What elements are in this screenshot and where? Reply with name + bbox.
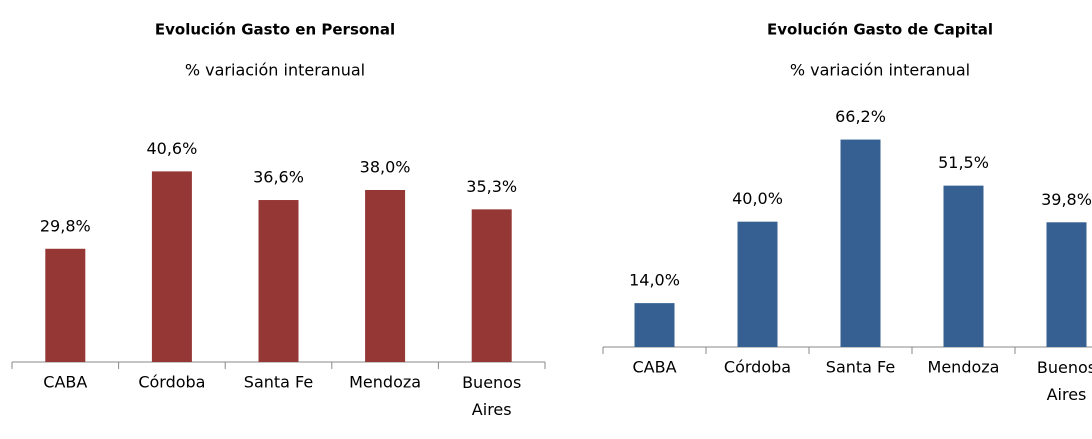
x-tick-label: Mendoza [928, 358, 1000, 377]
data-label: 40,6% [146, 139, 197, 158]
data-label: 66,2% [835, 107, 886, 126]
bar [471, 209, 512, 362]
x-tick-label: Córdoba [724, 358, 791, 377]
bar [840, 139, 881, 347]
data-label: 36,6% [253, 168, 304, 187]
bar [258, 200, 299, 362]
chart-title: Evolución Gasto en Personal [155, 21, 395, 39]
data-label: 14,0% [629, 271, 680, 290]
x-tick-label: CABA [632, 358, 676, 377]
x-tick-label: Santa Fe [826, 358, 895, 377]
x-tick-label: Córdoba [138, 373, 205, 392]
chart-title: Evolución Gasto de Capital [767, 21, 993, 39]
data-label: 29,8% [40, 216, 91, 235]
bar [1046, 222, 1087, 347]
data-label: 39,8% [1041, 190, 1092, 209]
bar [737, 221, 778, 347]
data-label: 40,0% [732, 189, 783, 208]
x-tick-label: Mendoza [349, 373, 421, 392]
bar [365, 190, 406, 362]
x-tick-label: CABA [43, 373, 87, 392]
x-tick-label: Buenos Aires [462, 373, 521, 419]
bar [943, 185, 984, 347]
data-label: 35,3% [466, 177, 517, 196]
data-label: 38,0% [360, 158, 411, 177]
x-tick-label: Buenos Aires [1037, 358, 1092, 404]
bar [634, 303, 675, 347]
x-tick-label: Santa Fe [244, 373, 313, 392]
data-label: 51,5% [938, 153, 989, 172]
bar [151, 171, 192, 362]
chart-subtitle: % variación interanual [790, 61, 970, 80]
bar [45, 248, 86, 362]
chart-subtitle: % variación interanual [185, 61, 365, 80]
